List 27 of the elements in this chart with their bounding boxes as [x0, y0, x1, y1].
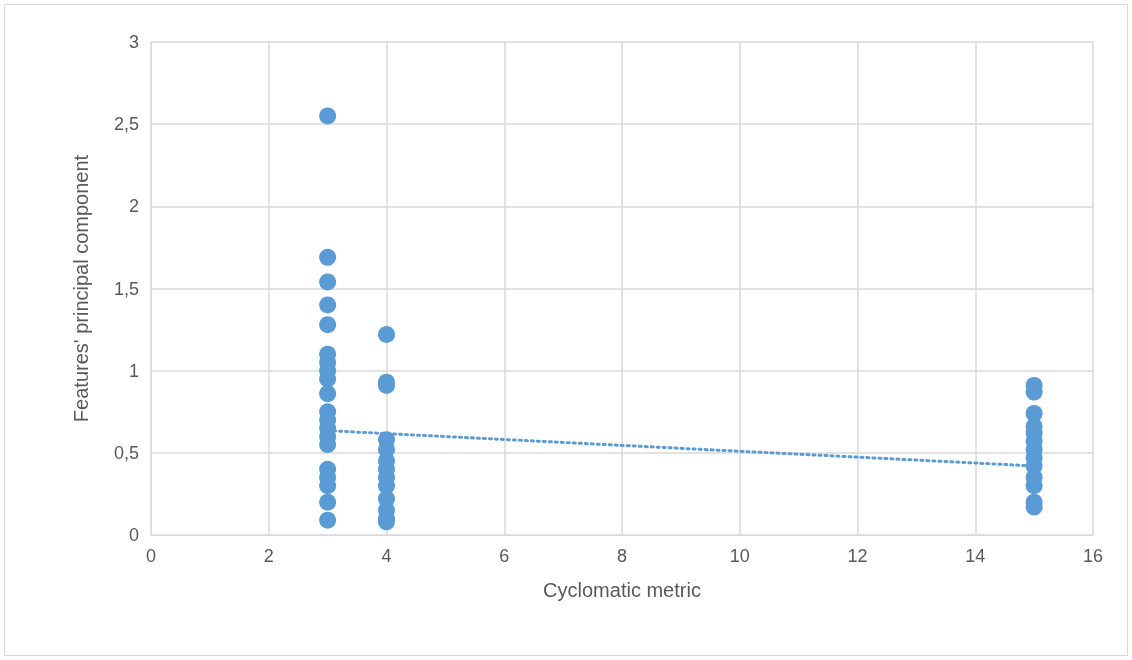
x-tick-label: 14 — [965, 546, 986, 566]
x-tick-label: 2 — [263, 546, 274, 566]
point — [319, 511, 337, 529]
point — [319, 493, 337, 511]
x-axis-title: Cyclomatic metric — [543, 579, 701, 601]
y-tick-label: 1 — [128, 360, 139, 381]
y-tick-label: 3 — [128, 32, 139, 52]
x-tick-label: 6 — [499, 546, 510, 566]
x-tick-label: 16 — [1082, 546, 1104, 566]
point — [319, 248, 337, 266]
point — [378, 326, 395, 344]
point — [319, 385, 337, 403]
y-tick-label: 2 — [128, 196, 139, 217]
point — [319, 107, 337, 125]
point — [319, 316, 337, 334]
y-axis-title: Features' principal component — [70, 154, 92, 423]
y-tick-label: 1,5 — [113, 278, 139, 299]
point — [319, 273, 337, 291]
y-tick-label: 0,5 — [113, 442, 139, 463]
x-tick-label: 8 — [616, 546, 628, 566]
y-tick-label: 2,5 — [113, 114, 139, 135]
x-tick-label: 10 — [729, 546, 750, 566]
x-tick-label: 4 — [381, 546, 392, 566]
y-tick-label: 0 — [128, 525, 139, 545]
point — [319, 296, 337, 314]
x-tick-label: 0 — [145, 546, 157, 566]
x-tick-label: 12 — [847, 546, 868, 566]
